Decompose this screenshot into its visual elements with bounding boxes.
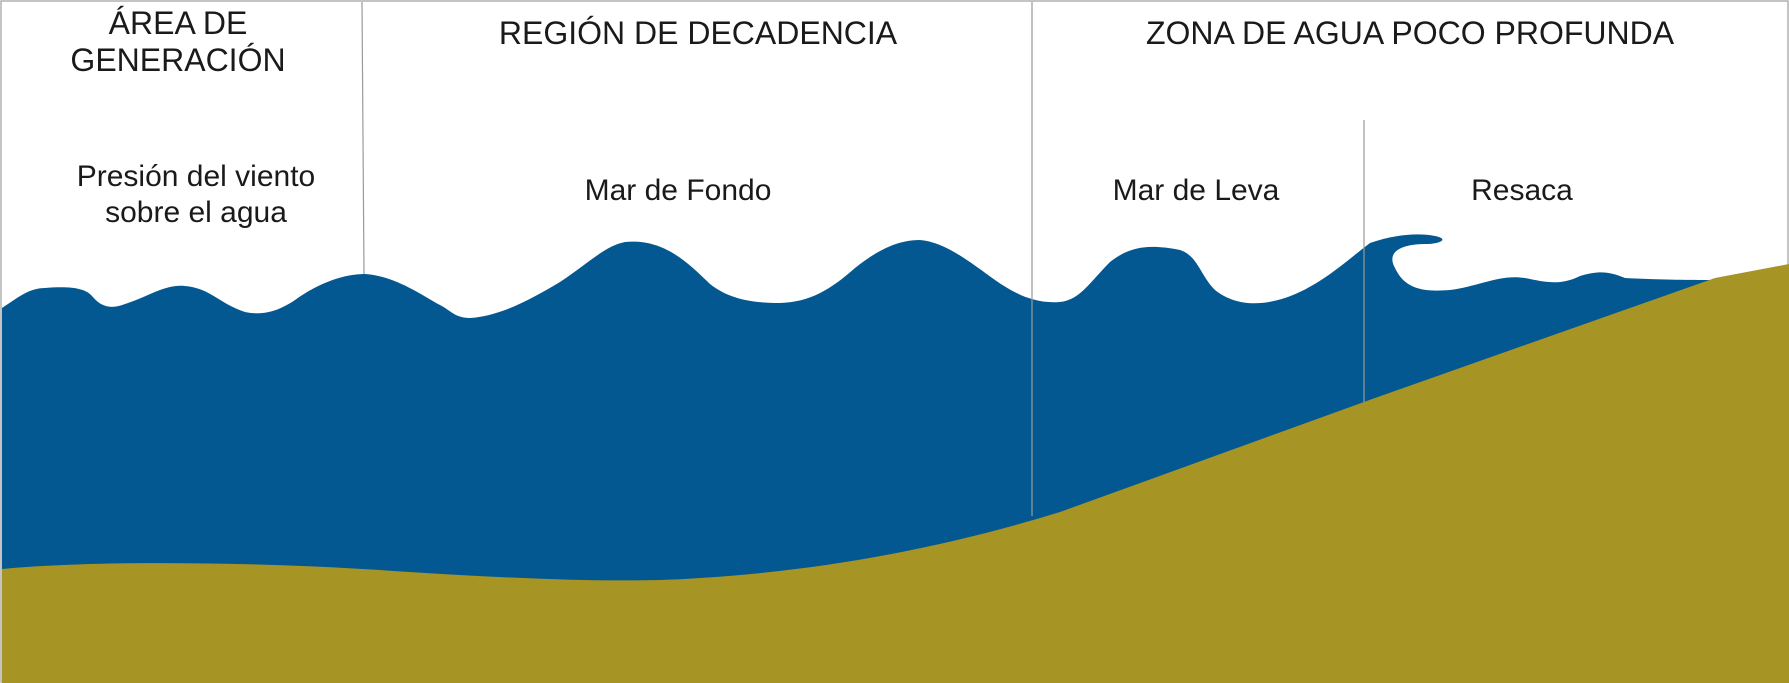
wave-label-wind-pressure-line2: sobre el agua [105,196,287,229]
region-title-decay: REGIÓN DE DECADENCIA [499,15,898,51]
region-title-generation-line1: ÁREA DE [109,5,248,41]
wave-label-mar-de-fondo: Mar de Fondo [585,174,772,207]
seabed [2,264,1789,683]
region-title-shallow: ZONA DE AGUA POCO PROFUNDA [1146,15,1675,51]
wave-label-mar-de-leva: Mar de Leva [1113,174,1280,207]
wave-label-wind-pressure-line1: Presión del viento [77,160,315,193]
divider-generation-decay [361,1,365,275]
region-title-generation-line2: GENERACIÓN [70,42,285,78]
wave-label-resaca: Resaca [1471,174,1573,207]
